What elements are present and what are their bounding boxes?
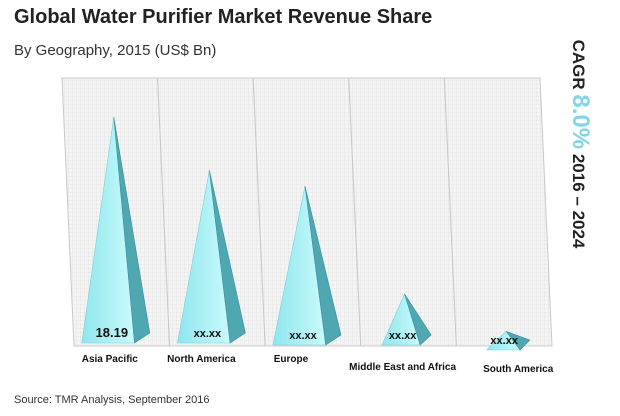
pyramid-side-1 <box>113 117 151 344</box>
category-label-3: Europe <box>274 354 309 365</box>
value-label-2: xx.xx <box>194 328 222 340</box>
category-label-5: South America <box>483 364 554 375</box>
cagr-period: 2016 – 2024 <box>569 153 588 249</box>
pyramid-side-3 <box>304 185 342 346</box>
source-note: Source: TMR Analysis, September 2016 <box>14 394 210 406</box>
pyramid-side-4 <box>404 293 432 346</box>
category-label-4: Middle East and Africa <box>349 362 456 373</box>
cagr-callout: CAGR 8.0% 2016 – 2024 <box>560 40 600 370</box>
pyramid-side-5 <box>505 330 531 351</box>
cagr-prefix: CAGR <box>569 39 588 90</box>
value-label-1: 18.19 <box>96 325 129 340</box>
pyramid-side-2 <box>209 170 246 344</box>
category-label-2: North America <box>167 354 236 365</box>
chart-title: Global Water Purifier Market Revenue Sha… <box>14 6 433 28</box>
category-label-1: Asia Pacific <box>82 354 139 365</box>
value-label-3: xx.xx <box>289 330 317 342</box>
value-label-4: xx.xx <box>389 330 417 342</box>
cagr-value: 8.0% <box>567 94 594 150</box>
plot-panel-5 <box>443 77 553 347</box>
value-label-5: xx.xx <box>490 335 518 347</box>
chart-subtitle: By Geography, 2015 (US$ Bn) <box>14 42 217 59</box>
